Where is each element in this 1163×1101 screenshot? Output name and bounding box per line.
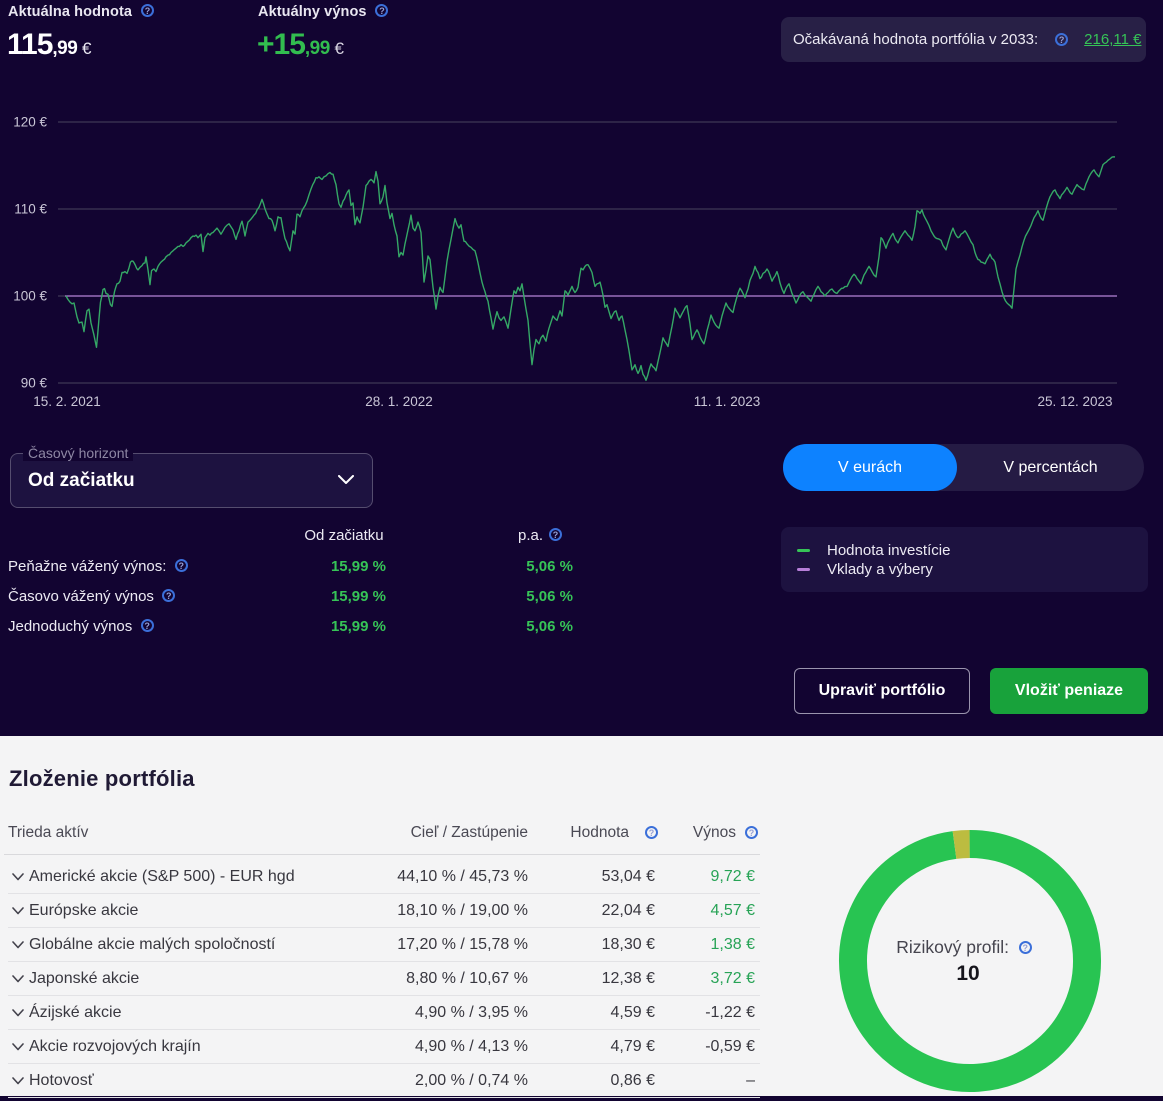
svg-text:100 €: 100 € — [13, 289, 47, 304]
svg-text:110 €: 110 € — [14, 202, 47, 217]
svg-text:15. 2. 2021: 15. 2. 2021 — [33, 394, 101, 409]
svg-text:11. 1. 2023: 11. 1. 2023 — [694, 394, 761, 409]
svg-text:25. 12. 2023: 25. 12. 2023 — [1037, 394, 1112, 409]
svg-text:90 €: 90 € — [21, 376, 48, 391]
svg-text:28. 1. 2022: 28. 1. 2022 — [365, 394, 433, 409]
svg-text:120 €: 120 € — [13, 115, 47, 130]
